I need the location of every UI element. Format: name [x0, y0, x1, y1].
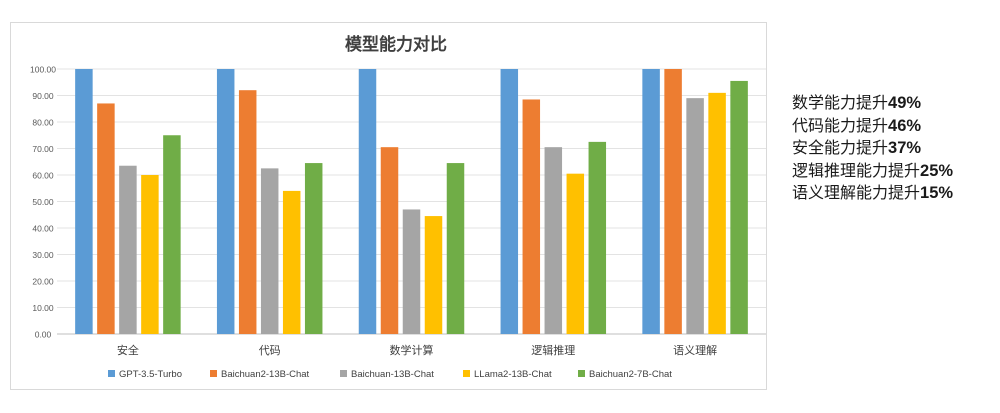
y-tick-label: 80.00	[32, 118, 54, 128]
legend-swatch	[578, 370, 585, 377]
bar	[141, 175, 159, 334]
y-tick-label: 30.00	[32, 250, 54, 260]
callout-value: 46%	[888, 116, 922, 135]
callout-label: 语义理解能力提升	[792, 183, 921, 202]
bar-chart: 模型能力对比 0.00 10.00 20.00 30.00 40.00 50.00 60.0…	[30, 34, 766, 380]
callout-item: 逻辑推理能力提升 25%	[792, 160, 997, 183]
legend-label: LLama2-13B-Chat	[474, 369, 552, 380]
callout-value: 37%	[888, 139, 922, 157]
y-axis-ticks: 0.00 10.00 20.00 30.00 40.00 50.00 60.00 70.00 8…	[30, 65, 56, 340]
callout-value: 25%	[920, 161, 954, 180]
legend-label: Baichuan-13B-Chat	[351, 369, 434, 380]
y-tick-label: 90.00	[32, 91, 54, 101]
bars	[75, 69, 748, 335]
bar	[730, 80, 748, 334]
bar	[588, 141, 607, 334]
bar	[75, 69, 93, 334]
bar	[119, 165, 137, 334]
legend-swatch	[108, 370, 115, 377]
callout-item: 安全能力提升 37%	[792, 137, 997, 160]
callout-label: 代码能力提升	[792, 115, 889, 135]
bar	[686, 98, 704, 335]
x-tick-label: 代码	[259, 344, 281, 357]
y-tick-label: 20.00	[32, 277, 54, 287]
callout-value: 15%	[920, 184, 954, 202]
y-tick-label: 100.00	[30, 65, 56, 75]
bar	[304, 163, 323, 334]
bar	[380, 147, 399, 334]
bar	[163, 135, 181, 334]
x-tick-label: 语义理解	[673, 343, 717, 357]
y-tick-label: 60.00	[32, 171, 54, 181]
callout-value: 49%	[888, 94, 922, 112]
bar	[260, 168, 279, 334]
bar	[282, 190, 301, 334]
bar	[358, 69, 377, 334]
bar	[238, 90, 257, 334]
bar	[664, 69, 682, 334]
bar	[566, 173, 585, 334]
callout-label: 安全能力提升	[792, 138, 889, 157]
legend-swatch	[463, 370, 470, 377]
callout-item: 语义理解能力提升 15%	[792, 182, 997, 205]
legend-item: LLama2-13B-Chat	[463, 369, 552, 380]
legend-item: Baichuan2-7B-Chat	[578, 369, 672, 380]
legend-item: Baichuan-13B-Chat	[340, 369, 434, 380]
bar	[402, 209, 421, 334]
bar	[446, 163, 465, 334]
bar	[522, 99, 541, 334]
bar	[544, 147, 563, 334]
improvement-callouts: 数学能力提升 49% 代码能力提升 46% 安全能力提升 37% 逻辑推理能力提升 25…	[792, 92, 997, 205]
y-tick-label: 10.00	[32, 303, 54, 313]
legend-swatch	[210, 370, 217, 377]
legend-label: Baichuan2-7B-Chat	[589, 369, 672, 380]
bar	[97, 103, 115, 334]
y-tick-label: 50.00	[32, 197, 54, 207]
callout-label: 逻辑推理能力提升	[792, 160, 921, 180]
chart-area: 模型能力对比 0.00 10.00 20.00 30.00 40.00 50.00 60.0…	[10, 22, 767, 390]
legend-label: Baichuan2-13B-Chat	[221, 369, 310, 380]
bar	[708, 92, 726, 334]
y-tick-label: 0.00	[35, 330, 52, 340]
legend-label: GPT-3.5-Turbo	[119, 369, 182, 380]
bar	[500, 69, 519, 334]
x-tick-label: 安全	[117, 343, 139, 357]
x-tick-label: 逻辑推理	[531, 343, 575, 357]
legend-item: Baichuan2-13B-Chat	[210, 369, 310, 380]
callout-label: 数学能力提升	[792, 93, 889, 112]
x-axis-ticks: 安全 代码 数学计算 逻辑推理 语义理解	[117, 343, 717, 357]
callout-item: 数学能力提升 49%	[792, 92, 997, 115]
y-tick-label: 70.00	[32, 144, 54, 154]
bar	[216, 69, 235, 334]
legend-swatch	[340, 370, 347, 377]
legend: GPT-3.5-Turbo Baichuan2-13B-Chat Baichuan-…	[108, 369, 672, 380]
bar	[642, 69, 660, 334]
chart-title: 模型能力对比	[345, 34, 447, 55]
callout-item: 代码能力提升 46%	[792, 115, 997, 138]
bar	[424, 216, 443, 334]
legend-item: GPT-3.5-Turbo	[108, 369, 182, 380]
y-tick-label: 40.00	[32, 224, 54, 234]
x-tick-label: 数学计算	[390, 343, 434, 357]
